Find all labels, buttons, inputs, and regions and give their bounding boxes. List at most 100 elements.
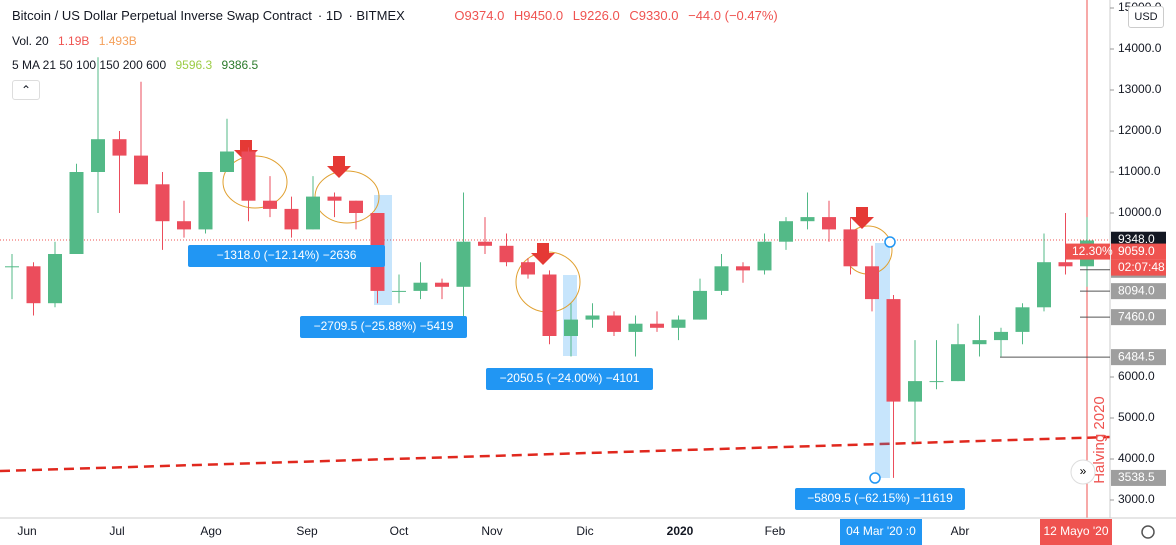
- candle-body: [220, 151, 234, 172]
- candle-body: [822, 217, 836, 230]
- candle-body: [456, 241, 471, 287]
- currency-button[interactable]: USD: [1128, 6, 1164, 28]
- price-badge-label: 9348.0: [1118, 232, 1155, 246]
- candle-body: [198, 172, 213, 230]
- candle-body: [26, 266, 41, 304]
- candle-body: [499, 245, 514, 263]
- candle-body: [994, 331, 1008, 341]
- candle-body: [714, 266, 729, 291]
- measure-label: −1318.0 (−12.14%) −2636: [217, 248, 357, 262]
- crosshair-date: 04 Mar '20 :0: [846, 524, 916, 538]
- candle-body: [435, 282, 449, 287]
- price-tick-label: 10000.0: [1118, 205, 1162, 219]
- ma-legend: 5 MA 21 50 100 150 200 600 9596.3 9386.5: [12, 58, 264, 72]
- candle-body: [693, 290, 707, 320]
- time-label: Jun: [17, 524, 36, 538]
- volume-value: 1.493B: [98, 34, 137, 48]
- time-label: Feb: [765, 524, 786, 538]
- price-tick-label: 11000.0: [1118, 164, 1161, 178]
- change-label: 12.30%: [1072, 244, 1113, 258]
- measure-box: [795, 488, 965, 510]
- countdown-badge: [1111, 259, 1166, 276]
- time-label: Dic: [576, 524, 593, 538]
- ohlc-low: L9226.0: [572, 8, 620, 23]
- candle-body: [779, 221, 793, 242]
- volume-value: 1.19B: [58, 34, 90, 48]
- measure-box: [188, 245, 385, 267]
- price-tick-label: 13000.0: [1118, 82, 1162, 96]
- price-tick-label: 5000.0: [1118, 410, 1155, 424]
- candle-body: [521, 262, 535, 275]
- price-tick-label: 3000.0: [1118, 492, 1155, 506]
- time-label: 2020: [667, 524, 694, 538]
- trend-line: [0, 435, 1111, 473]
- time-label: Nov: [481, 524, 502, 538]
- candle-body: [306, 196, 320, 230]
- candle-body: [736, 266, 750, 271]
- candle-body: [585, 315, 600, 320]
- candle-body: [843, 229, 858, 267]
- price-tick-label: 14000.0: [1118, 41, 1162, 55]
- candle-body: [155, 184, 170, 222]
- price-badge-label: 7460.0: [1118, 309, 1155, 323]
- collapse-button[interactable]: ⌃: [12, 80, 40, 100]
- candle-body: [800, 217, 815, 222]
- measure-label: −2050.5 (−24.00%) −4101: [500, 371, 640, 385]
- candle-body: [134, 155, 148, 185]
- candle-body: [177, 221, 191, 230]
- price-badge: [1111, 309, 1166, 326]
- candle-body: [607, 315, 621, 332]
- price-badge-label: 6484.5: [1118, 349, 1155, 363]
- candle-body: [48, 254, 62, 304]
- candle-body: [972, 340, 987, 345]
- candle-body: [542, 274, 557, 336]
- arrow: [531, 243, 555, 265]
- candle-body: [671, 319, 686, 328]
- pane: [0, 0, 1110, 518]
- ma-label: 5 MA 21 50 100 150 200 600: [12, 58, 167, 72]
- price-badge: [1111, 469, 1166, 486]
- candle-body: [757, 241, 772, 271]
- candle-body: [908, 381, 922, 402]
- arrow: [850, 207, 874, 229]
- price-badge: [1111, 349, 1166, 366]
- interval: 1D: [325, 8, 343, 23]
- candle-body: [69, 172, 84, 254]
- time-label: Oct: [390, 524, 409, 538]
- candle-body: [241, 151, 256, 201]
- ohlc-open: O9374.0: [454, 8, 505, 23]
- candle-body: [413, 282, 428, 291]
- event-label: Halving 2020: [1091, 396, 1108, 484]
- candle-body: [5, 266, 19, 268]
- title: Bitcoin / US Dollar Perpetual Inverse Sw…: [12, 8, 312, 23]
- arrow: [327, 156, 351, 178]
- price-badge-label: 9059.0: [1118, 244, 1155, 258]
- marker-date: 12 Mayo '20: [1044, 524, 1109, 538]
- price-tick-label: 4000.0: [1118, 451, 1155, 465]
- measure-area: [563, 275, 577, 356]
- ma-value: 9596.3: [175, 58, 213, 72]
- change-badge: [1066, 243, 1110, 260]
- candle-body: [865, 266, 879, 300]
- candle-body: [951, 344, 965, 382]
- settings-icon[interactable]: [1141, 525, 1155, 539]
- scroll-button[interactable]: [1070, 459, 1096, 485]
- candle-body: [327, 196, 342, 201]
- candle-body: [392, 290, 406, 292]
- ohlc-change: −44.0 (−0.47%): [688, 8, 778, 23]
- time-label: Sep: [296, 524, 318, 538]
- header: Bitcoin / US Dollar Perpetual Inverse Sw…: [12, 8, 778, 23]
- measure-box: [486, 368, 653, 390]
- crosshair-badge: [840, 519, 922, 545]
- candle-body: [564, 319, 578, 336]
- icon: »: [1080, 464, 1087, 478]
- arrow: [234, 140, 258, 162]
- measure-box: [300, 316, 467, 338]
- candle-body: [886, 299, 901, 402]
- handle: [884, 236, 896, 248]
- ohlc-close: C9330.0: [629, 8, 679, 23]
- measure-area: [875, 243, 890, 478]
- price-badge-label: 8094.0: [1118, 283, 1155, 297]
